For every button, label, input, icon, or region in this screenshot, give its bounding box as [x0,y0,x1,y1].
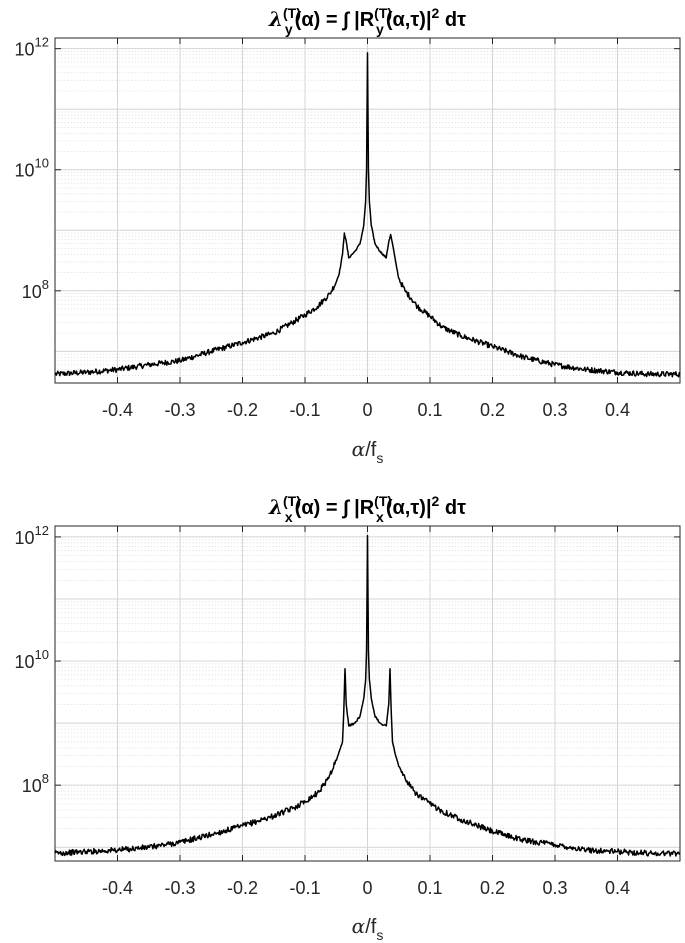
series-lines [54,534,681,857]
x-tick-label: 0 [362,878,372,898]
x-tick-label: 0.3 [542,400,567,420]
x-axis-label: α/fs [352,914,384,943]
x-tick-label: 0.2 [480,400,505,420]
y-tick-label: 1010 [15,156,50,181]
subplot-0: -0.4 -0.3 -0.2 -0.1 0 0.1 0.2 0.3 0.4 108 1010 1012… [15,5,681,466]
x-tick-label: 0.4 [605,400,630,420]
x-tick-label: -0.1 [289,400,320,420]
x-axis-label: α/fs [352,437,384,466]
x-tick-label: -0.1 [289,878,320,898]
series-line [54,534,681,857]
y-tick-label: 1012 [15,35,50,60]
y-tick-label: 1012 [15,523,50,548]
x-tick-label: 0.1 [417,400,442,420]
x-tick-label: -0.2 [227,878,258,898]
y-tick-label: 108 [22,277,49,302]
chart-title: λ(T) x (α) = ∫ |R(T) x (α,τ)|2 dτ [268,493,466,525]
y-tick-labels: 108 1010 1012 [15,35,680,302]
x-tick-label: -0.3 [164,400,195,420]
grid [55,38,680,383]
x-tick-label: -0.2 [227,400,258,420]
x-tick-label: -0.4 [102,400,133,420]
x-tick-label: 0.1 [417,878,442,898]
x-tick-labels: -0.4 -0.3 -0.2 -0.1 0 0.1 0.2 0.3 0.4 [102,526,630,898]
x-tick-label: 0.2 [480,878,505,898]
x-tick-label: -0.4 [102,878,133,898]
series-line [54,52,681,378]
y-tick-labels: 108 1010 1012 [15,523,680,796]
x-tick-label: -0.3 [164,878,195,898]
y-tick-label: 1010 [15,647,50,672]
x-tick-label: 0.4 [605,878,630,898]
x-tick-label: 0.3 [542,878,567,898]
y-tick-label: 108 [22,771,49,796]
x-tick-labels: -0.4 -0.3 -0.2 -0.1 0 0.1 0.2 0.3 0.4 [102,38,630,420]
grid [55,526,680,861]
x-tick-label: 0 [362,400,372,420]
subplot-1: -0.4 -0.3 -0.2 -0.1 0 0.1 0.2 0.3 0.4 108 1010 1012… [15,493,681,943]
series-lines [54,52,681,378]
chart-title: λ(T) y (α) = ∫ |R(T) y (α,τ)|2 dτ [268,5,466,37]
